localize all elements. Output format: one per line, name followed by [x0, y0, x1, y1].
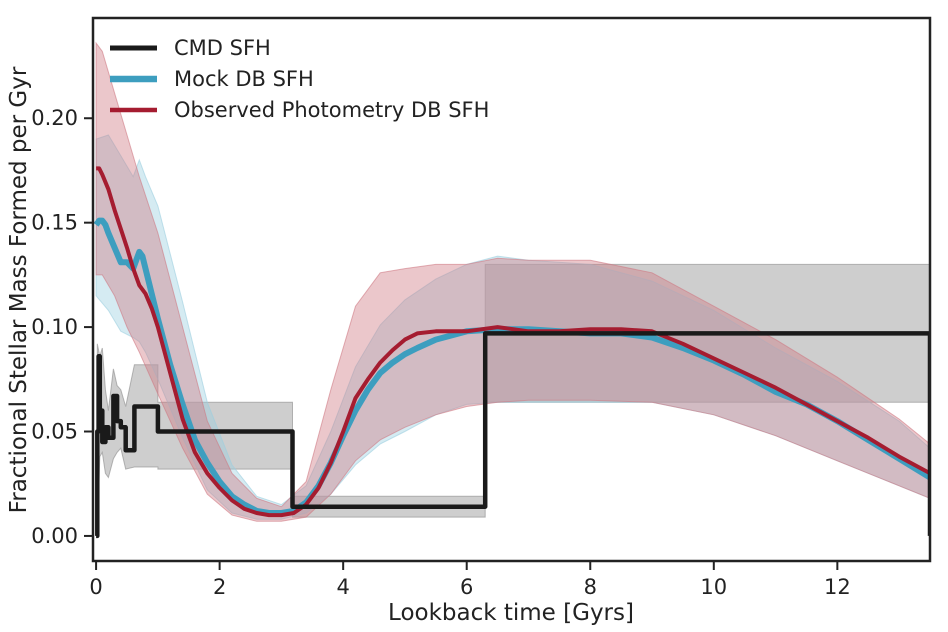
y-tick-label: 0.20 [31, 106, 78, 130]
cmd-sfh-line [95, 331, 930, 539]
x-tick-label: 2 [213, 575, 226, 599]
legend-label-cmd: CMD SFH [174, 36, 271, 60]
x-axis: 0 2 4 6 8 10 12 [89, 561, 851, 599]
y-tick-label: 0.10 [31, 315, 78, 339]
legend-label-obs: Observed Photometry DB SFH [174, 98, 489, 122]
obs-band-uncertainty [95, 41, 930, 522]
x-tick-label: 6 [460, 575, 473, 599]
y-axis-title: Fractional Stellar Mass Formed per Gyr [6, 66, 32, 513]
plot-frame [91, 16, 932, 563]
legend-label-mock: Mock DB SFH [174, 67, 314, 91]
x-tick-label: 8 [584, 575, 597, 599]
y-tick-label: 0.15 [31, 211, 78, 235]
series-lines [93, 166, 930, 539]
x-tick-label: 12 [824, 575, 851, 599]
x-tick-label: 0 [89, 575, 102, 599]
x-tick-label: 10 [700, 575, 727, 599]
x-axis-title: Lookback time [Gyrs] [388, 600, 634, 626]
y-tick-label: 0.00 [31, 524, 78, 548]
x-tick-label: 4 [336, 575, 349, 599]
obs-sfh-line [96, 166, 930, 518]
legend: CMD SFH Mock DB SFH Observed Photometry DB… [110, 36, 489, 122]
y-axis: 0.00 0.05 0.10 0.15 0.20 [31, 106, 93, 548]
y-tick-label: 0.05 [31, 420, 78, 444]
